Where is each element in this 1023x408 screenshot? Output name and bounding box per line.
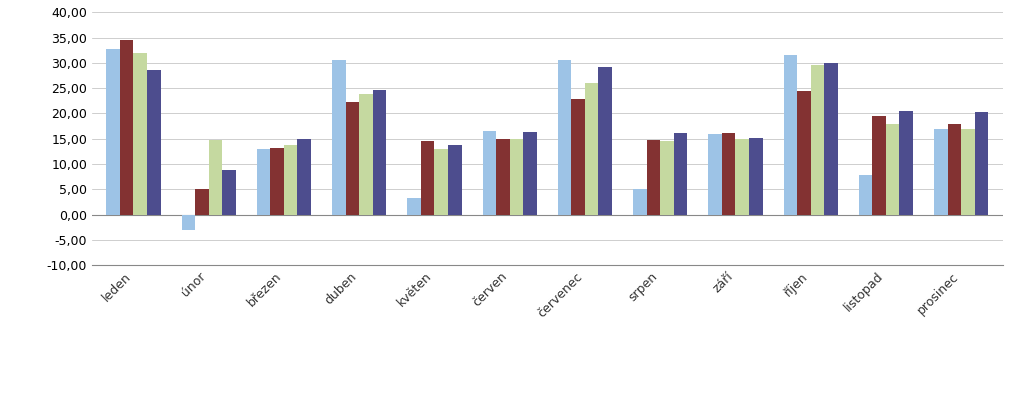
Bar: [147, 71, 161, 215]
Bar: [886, 124, 899, 215]
Bar: [182, 215, 195, 230]
Legend: 2012, 2013, 2014, 2015: 2012, 2013, 2014, 2015: [390, 403, 705, 408]
Bar: [598, 67, 612, 215]
Bar: [962, 129, 975, 215]
Bar: [257, 149, 270, 215]
Bar: [947, 124, 962, 215]
Bar: [708, 134, 722, 215]
Bar: [407, 198, 420, 215]
Bar: [496, 139, 509, 215]
Bar: [647, 140, 660, 215]
Bar: [558, 60, 572, 215]
Bar: [674, 133, 687, 215]
Bar: [483, 131, 496, 215]
Bar: [749, 138, 762, 215]
Bar: [435, 149, 448, 215]
Bar: [346, 102, 359, 215]
Bar: [572, 99, 585, 215]
Bar: [523, 132, 537, 215]
Bar: [133, 53, 147, 215]
Bar: [298, 139, 311, 215]
Bar: [120, 40, 133, 215]
Bar: [722, 133, 736, 215]
Bar: [810, 65, 825, 215]
Bar: [934, 129, 947, 215]
Bar: [106, 49, 120, 215]
Bar: [784, 55, 797, 215]
Bar: [332, 60, 346, 215]
Bar: [975, 112, 988, 215]
Bar: [270, 148, 284, 215]
Bar: [797, 91, 810, 215]
Bar: [585, 83, 598, 215]
Bar: [873, 116, 886, 215]
Bar: [195, 189, 209, 215]
Bar: [825, 63, 838, 215]
Bar: [899, 111, 913, 215]
Bar: [509, 139, 523, 215]
Bar: [372, 90, 387, 215]
Bar: [222, 170, 235, 215]
Bar: [209, 140, 222, 215]
Bar: [660, 141, 674, 215]
Bar: [420, 141, 435, 215]
Bar: [633, 189, 647, 215]
Bar: [359, 94, 372, 215]
Bar: [736, 139, 749, 215]
Bar: [448, 145, 461, 215]
Bar: [284, 145, 298, 215]
Bar: [859, 175, 873, 215]
